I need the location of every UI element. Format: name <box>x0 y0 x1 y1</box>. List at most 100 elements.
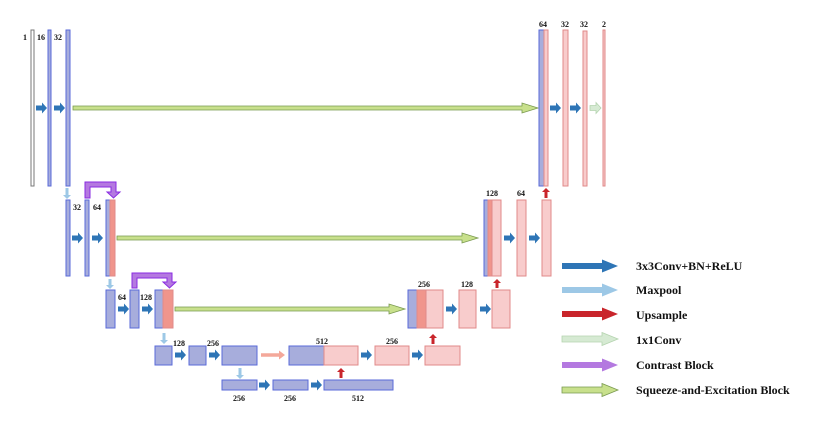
label-l0r-64: 64 <box>539 20 547 29</box>
label-l0r-32a: 32 <box>561 20 569 29</box>
conv-arrow <box>412 349 423 361</box>
contrast-feature-block <box>162 289 174 329</box>
legend-conv-arrow <box>562 259 618 273</box>
conv-arrow <box>175 349 186 361</box>
decoder-block <box>374 345 410 366</box>
decoder-block <box>491 199 502 277</box>
skip-arrow <box>261 350 285 360</box>
legend-se-block-arrow <box>561 382 620 398</box>
decoder-block <box>541 199 552 277</box>
label-l0r-32b: 32 <box>580 20 588 29</box>
legend-label-conv: 3x3Conv+BN+ReLU <box>636 259 743 273</box>
upsample-arrow <box>493 279 501 288</box>
encoder-block <box>154 289 164 329</box>
encoder-block <box>221 345 258 366</box>
channel-labels: 1 16 32 64 32 32 2 32 64 128 64 64 128 2… <box>23 20 606 403</box>
encoder-block <box>188 345 207 366</box>
conv-arrow <box>259 379 270 391</box>
conv-arrow <box>550 102 561 114</box>
maxpool-arrow <box>160 333 168 344</box>
conv-arrow <box>54 102 65 114</box>
input-image-block <box>30 29 35 187</box>
conv-arrow <box>72 232 83 244</box>
conv-arrow <box>142 303 153 315</box>
encoder-block <box>154 345 173 366</box>
legend-label-maxpool: Maxpool <box>636 283 682 297</box>
legend-conv1x1-arrow <box>561 331 620 347</box>
legend-contrast-block-arrow <box>562 358 618 372</box>
encoder-block <box>65 199 71 277</box>
label-l3r-512: 512 <box>316 337 328 346</box>
skip-block <box>538 29 545 187</box>
label-l1-32: 32 <box>73 203 81 212</box>
bottleneck-block <box>272 379 309 391</box>
conv-arrow <box>36 102 47 114</box>
label-l3r-256: 256 <box>386 337 398 346</box>
label-l3-128: 128 <box>173 339 185 348</box>
se-block-arrow <box>174 303 407 315</box>
conv1x1-arrow <box>589 101 602 115</box>
bottleneck-block <box>221 379 258 391</box>
upsample-arrow <box>337 368 345 378</box>
label-l2r-128: 128 <box>461 280 473 289</box>
label-l4-256b: 256 <box>284 394 296 403</box>
conv-arrow <box>480 303 491 315</box>
conv-arrow <box>446 303 457 315</box>
legend-label-se-block: Squeeze-and-Excitation Block <box>636 383 790 397</box>
decoder-block <box>424 345 461 366</box>
contrast-feature-block <box>487 199 493 277</box>
legend: 3x3Conv+BN+ReLU Maxpool Upsample 1x1Conv… <box>636 259 790 397</box>
conv-arrow <box>311 379 322 391</box>
label-l1r-128: 128 <box>486 189 498 198</box>
label-l1r-64: 64 <box>517 189 525 198</box>
encoder-block <box>129 289 140 329</box>
skip-block <box>288 345 325 366</box>
decoder-block <box>582 30 588 187</box>
label-l0-32: 32 <box>54 33 62 42</box>
skip-block <box>483 199 489 277</box>
legend-maxpool-arrow <box>562 283 618 297</box>
legend-upsample-arrow <box>562 307 618 321</box>
conv-arrow <box>504 232 515 244</box>
maxpool-arrow <box>106 279 114 289</box>
conv-arrow <box>209 349 220 361</box>
decoder-block <box>562 29 569 187</box>
encoder-block <box>84 199 90 277</box>
conv-arrow <box>118 303 129 315</box>
output-block <box>602 29 606 187</box>
upsample-arrow <box>542 188 550 198</box>
contrast-block-arrow <box>131 272 178 289</box>
label-l0-16: 16 <box>37 33 45 42</box>
maxpool-arrow <box>63 188 71 199</box>
label-l1-64: 64 <box>93 203 101 212</box>
label-output-channels: 2 <box>602 20 606 29</box>
conv-arrow <box>570 102 581 114</box>
legend-label-upsample: Upsample <box>636 308 688 322</box>
skip-block <box>407 289 418 329</box>
label-l2-128: 128 <box>140 293 152 302</box>
contrast-feature-block <box>416 289 427 329</box>
maxpool-arrow <box>236 368 244 379</box>
label-l2-64: 64 <box>118 293 126 302</box>
decoder-block <box>543 29 549 187</box>
conv-arrow <box>529 232 540 244</box>
conv-arrow <box>361 349 372 361</box>
label-l3-256: 256 <box>207 339 219 348</box>
contrast-block-arrow <box>84 181 122 199</box>
bottleneck-block <box>323 379 394 391</box>
legend-label-contrast-block: Contrast Block <box>636 358 714 372</box>
encoder-block <box>65 29 71 187</box>
decoder-block <box>323 345 359 366</box>
contrast-feature-block <box>109 199 116 277</box>
legend-label-conv1x1: 1x1Conv <box>636 333 681 347</box>
se-block-arrow <box>116 232 480 244</box>
decoder-block <box>516 199 527 277</box>
encoder-block <box>105 289 116 329</box>
encoder-block <box>105 199 111 277</box>
label-input-channels: 1 <box>23 33 27 42</box>
upsample-arrow <box>429 334 437 344</box>
label-l2r-256: 256 <box>418 280 430 289</box>
encoder-block <box>47 29 52 187</box>
label-l4-256a: 256 <box>233 394 245 403</box>
decoder-block <box>425 289 444 329</box>
